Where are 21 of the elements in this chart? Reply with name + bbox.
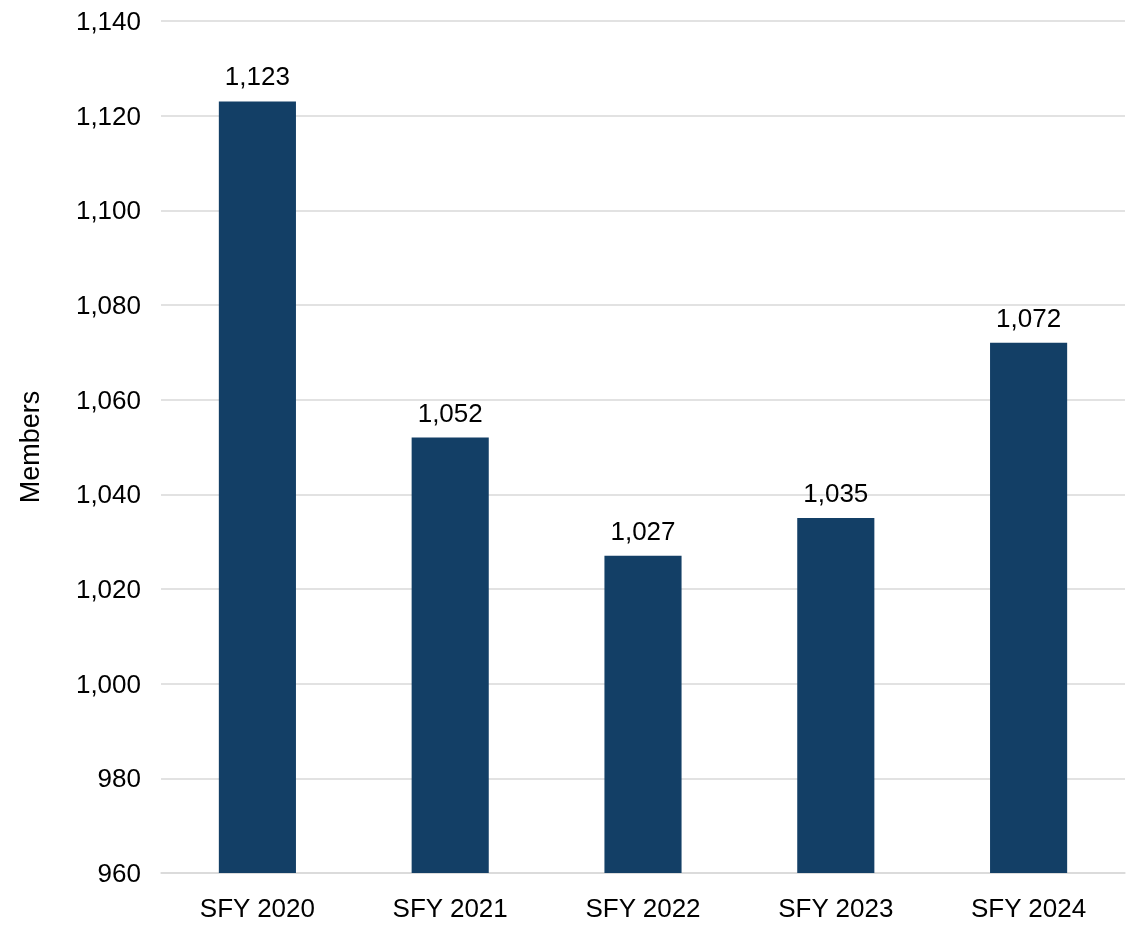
data-label: 1,035 [803,478,869,508]
y-tick-label: 1,000 [75,668,141,699]
data-label: 1,027 [610,515,676,546]
y-tick-label: 1,140 [75,6,141,36]
y-tick-label: 960 [97,858,141,888]
data-label: 1,052 [417,397,483,428]
y-tick-label: 980 [97,763,141,794]
x-tick-label: SFY 2022 [585,893,701,923]
x-tick-label: SFY 2024 [971,893,1087,923]
y-tick-label: 1,120 [75,100,141,131]
x-tick-label: SFY 2023 [778,893,894,923]
y-axis-title: Members [14,390,45,504]
x-tick-label: SFY 2021 [392,893,508,923]
y-tick-label: 1,060 [75,384,141,415]
y-tick-label: 1,040 [75,479,141,510]
data-label: 1,123 [224,61,290,92]
y-tick-label: 1,020 [75,574,141,604]
x-tick-label: SFY 2020 [199,893,315,923]
data-label: 1,072 [996,302,1062,333]
y-tick-label: 1,100 [75,195,141,226]
y-tick-label: 1,080 [75,290,141,320]
